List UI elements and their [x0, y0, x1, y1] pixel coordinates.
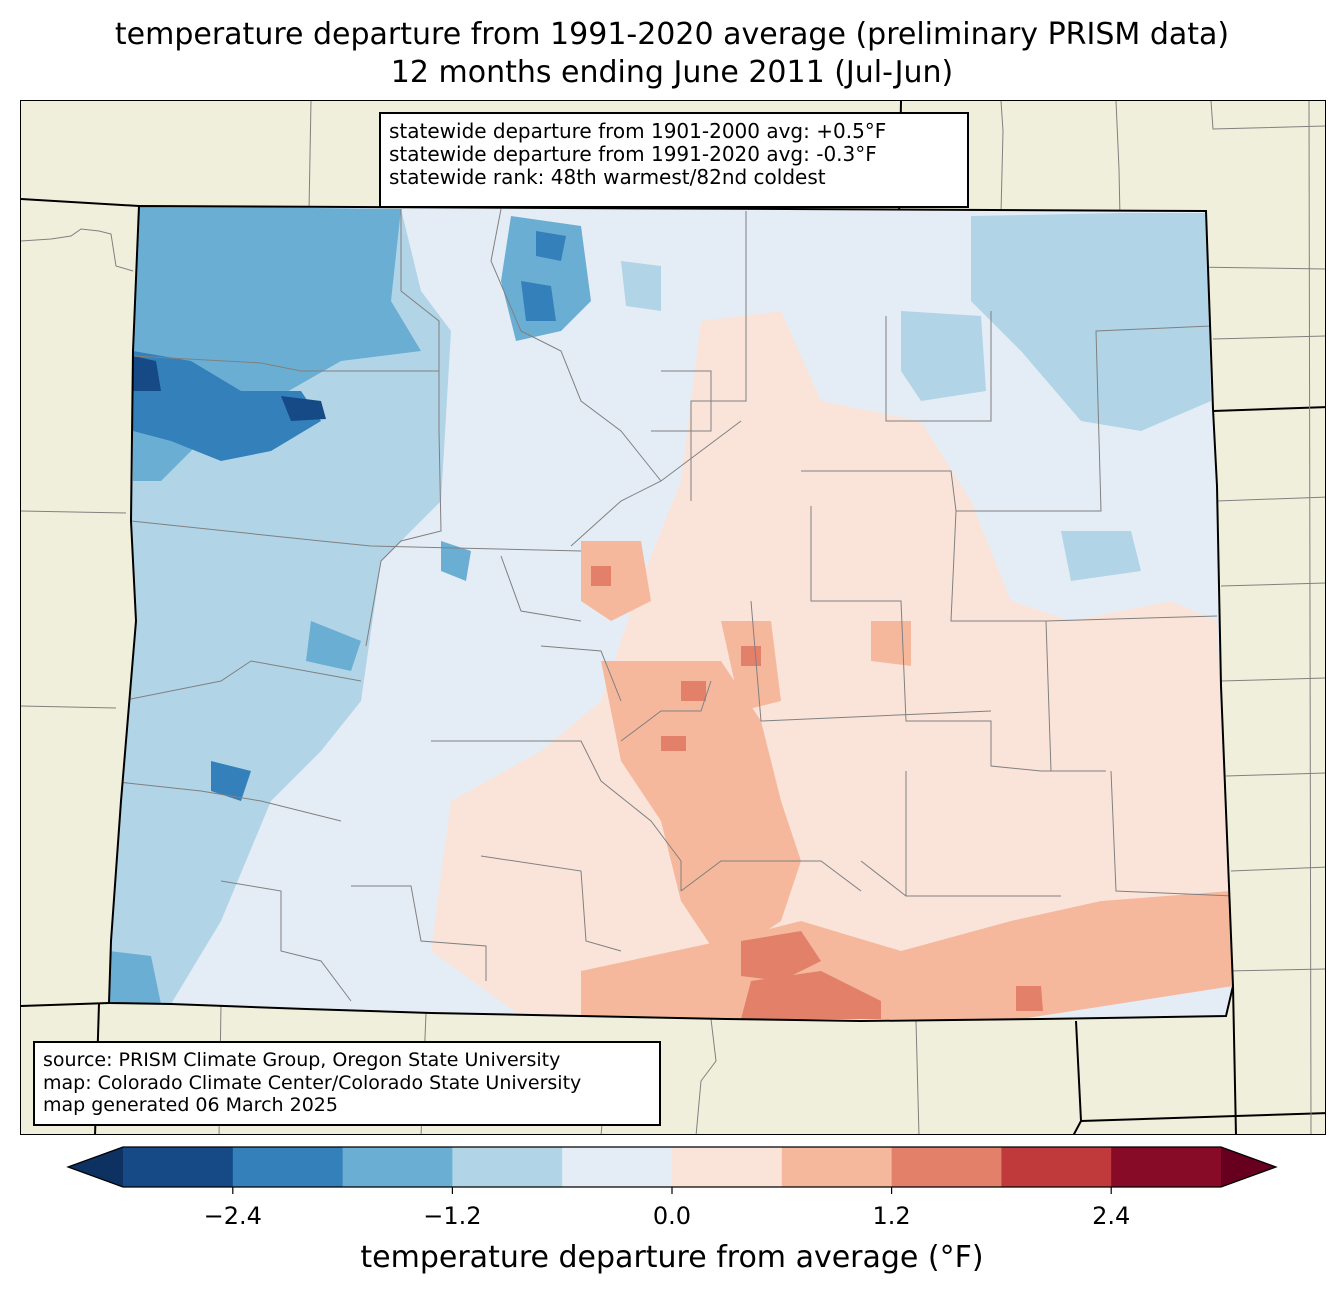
colorbar: −2.4 −1.2 0.0 1.2 2.4	[66, 1146, 1278, 1230]
colorbar-label: temperature departure from average (°F)	[360, 1240, 984, 1275]
map-panel: statewide departure from 1901-2000 avg: …	[20, 100, 1326, 1135]
source-line: source: PRISM Climate Group, Oregon Stat…	[43, 1049, 561, 1071]
map-title: temperature departure from 1991-2020 ave…	[114, 17, 1230, 52]
county-borders	[109, 208, 1233, 1002]
colorbar-tick-label: 0.0	[653, 1202, 691, 1230]
colorbar-over-arrow	[1221, 1147, 1276, 1187]
colorbar-bin-3	[452, 1147, 563, 1187]
colorbar-bin-5	[672, 1147, 783, 1187]
colorbar-bin-1	[232, 1147, 344, 1187]
temperature-field	[109, 206, 1233, 1021]
generated-date-line: map generated 06 March 2025	[43, 1094, 338, 1116]
colorbar-outline	[66, 1146, 1278, 1188]
statewide-stats-box: statewide departure from 1901-2000 avg: …	[379, 112, 969, 208]
colorado-map	[21, 101, 1325, 1134]
stats-line-rank: statewide rank: 48th warmest/82nd coldes…	[389, 165, 826, 189]
colorado-state-border	[107, 204, 1235, 1023]
source-box: source: PRISM Climate Group, Oregon Stat…	[33, 1041, 661, 1126]
colorbar-tick-label: −2.4	[204, 1202, 262, 1230]
colorbar-tick-label: 1.2	[873, 1202, 911, 1230]
stats-line-1901-2000: statewide departure from 1901-2000 avg: …	[389, 119, 887, 143]
colorbar-bin-0	[123, 1147, 234, 1187]
colorbar-tick-label: −1.2	[423, 1202, 481, 1230]
colorbar-bin-7	[891, 1147, 1002, 1187]
colorbar-bin-9	[1111, 1147, 1222, 1187]
map-subtitle: 12 months ending June 2011 (Jul-Jun)	[390, 55, 954, 90]
colorbar-bin-2	[342, 1147, 453, 1187]
colorbar-under-arrow	[68, 1147, 123, 1187]
map-credit-line: map: Colorado Climate Center/Colorado St…	[43, 1071, 582, 1094]
colorbar-bin-6	[781, 1147, 893, 1187]
stats-line-1991-2020: statewide departure from 1991-2020 avg: …	[389, 142, 877, 166]
colorbar-bin-4	[562, 1147, 673, 1187]
colorbar-bin-8	[1001, 1147, 1112, 1187]
colorbar-tick-label: 2.4	[1092, 1202, 1130, 1230]
